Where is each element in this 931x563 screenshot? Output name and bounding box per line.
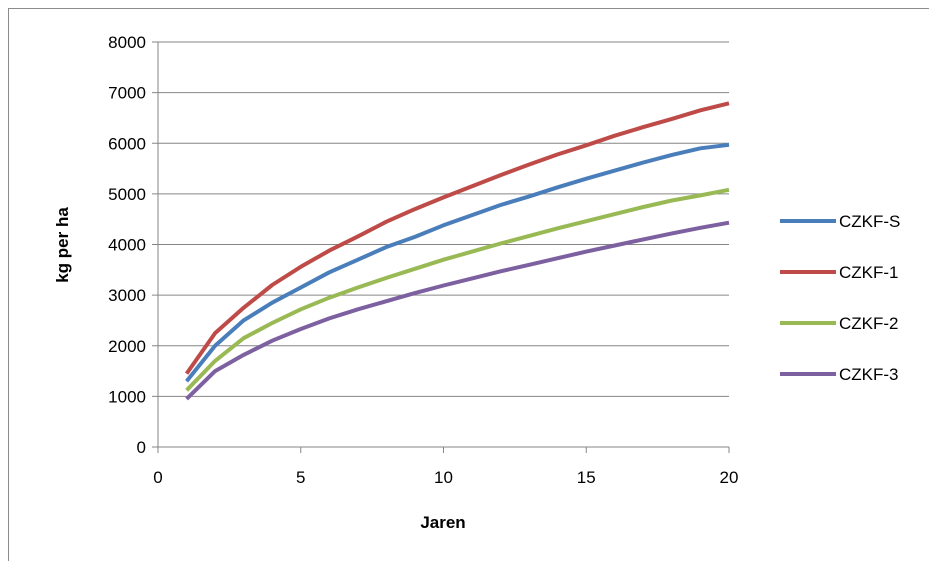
x-tick-label: 10 xyxy=(434,468,453,487)
legend-item: CZKF-2 xyxy=(780,314,899,333)
legend: CZKF-S CZKF-1 CZKF-2 CZKF-3 xyxy=(780,212,900,384)
x-tick-label: 5 xyxy=(296,468,305,487)
x-tick-label: 0 xyxy=(153,468,162,487)
gridlines xyxy=(158,41,729,397)
legend-label: CZKF-3 xyxy=(839,365,899,384)
legend-item: CZKF-1 xyxy=(780,263,899,282)
y-tick-label: 5000 xyxy=(108,185,146,204)
chart-area xyxy=(8,8,929,561)
y-axis-ticks: 0 1000 2000 3000 4000 5000 6000 7000 8000 xyxy=(108,33,146,457)
y-tick-label: 3000 xyxy=(108,286,146,305)
y-tick-label: 2000 xyxy=(108,337,146,356)
x-tick-label: 15 xyxy=(577,468,596,487)
legend-item: CZKF-3 xyxy=(780,365,899,384)
series-lines xyxy=(184,101,730,401)
legend-label: CZKF-2 xyxy=(839,314,899,333)
series-line-czkf-s xyxy=(185,142,730,383)
x-axis-title: Jaren xyxy=(420,513,465,532)
x-tick-label: 20 xyxy=(720,468,739,487)
y-tick-label: 8000 xyxy=(108,33,146,52)
axes xyxy=(152,41,730,453)
x-axis-ticks: 0 5 10 15 20 xyxy=(153,468,738,487)
series-line-czkf-1 xyxy=(184,101,730,375)
series-line-czkf-3 xyxy=(185,220,730,401)
series-line-czkf-2 xyxy=(185,187,730,392)
y-tick-label: 4000 xyxy=(108,236,146,255)
y-axis-title: kg per ha xyxy=(53,207,72,283)
legend-item: CZKF-S xyxy=(780,212,900,231)
y-tick-label: 0 xyxy=(137,438,146,457)
y-tick-label: 1000 xyxy=(108,387,146,406)
legend-label: CZKF-S xyxy=(839,212,900,231)
y-tick-label: 7000 xyxy=(108,84,146,103)
legend-label: CZKF-1 xyxy=(839,263,899,282)
y-tick-label: 6000 xyxy=(108,134,146,153)
